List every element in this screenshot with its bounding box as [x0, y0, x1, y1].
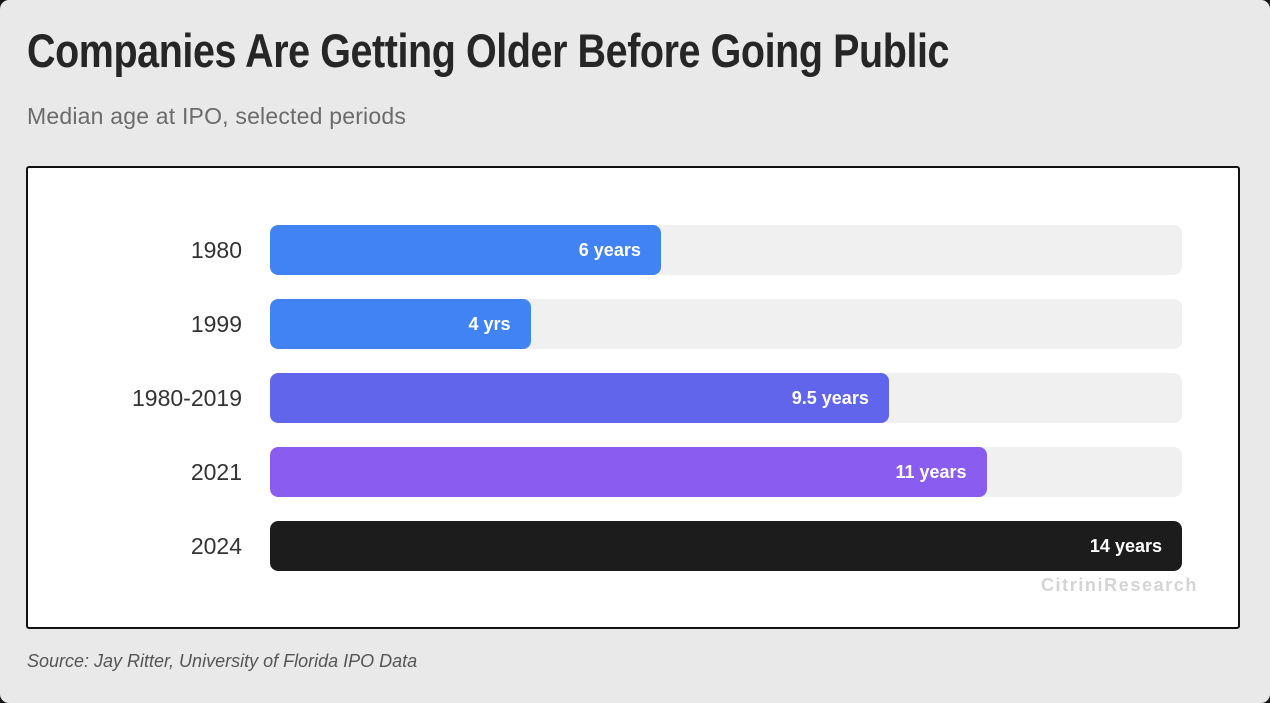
bar-track: 6 years: [270, 225, 1182, 276]
bar: 14 years: [270, 521, 1182, 572]
bar-value-label: 6 years: [578, 239, 641, 260]
chart-header: Companies Are Getting Older Before Going…: [0, 0, 1270, 130]
bar-value-label: 9.5 years: [791, 387, 869, 408]
bar-value-label: 11 years: [895, 461, 967, 482]
chart-row: 1980 6 years: [28, 225, 1182, 276]
plot-area-card: 1980 6 years 1999 4 yrs 1980-2019 9.5 ye…: [26, 166, 1240, 630]
chart-row: 1999 4 yrs: [28, 299, 1182, 350]
source-note: Source: Jay Ritter, University of Florid…: [27, 651, 418, 672]
bar-track: 9.5 years: [270, 373, 1182, 424]
bar-track: 4 yrs: [270, 299, 1182, 350]
bar: 9.5 years: [270, 373, 889, 424]
watermark: CitriniResearch: [1040, 575, 1198, 596]
category-label: 1980: [190, 236, 242, 263]
category-label: 1999: [190, 310, 242, 337]
bar: 11 years: [270, 447, 987, 498]
bar-rows: 1980 6 years 1999 4 yrs 1980-2019 9.5 ye…: [28, 225, 1182, 572]
chart-row: 1980-2019 9.5 years: [28, 373, 1182, 424]
bar-value-label: 14 years: [1089, 535, 1162, 556]
category-label: 2024: [190, 532, 242, 559]
bar-value-label: 4 yrs: [468, 313, 511, 334]
category-label: 2021: [190, 458, 242, 485]
category-label: 1980-2019: [132, 384, 242, 411]
bar: 4 yrs: [270, 299, 531, 350]
chart-subtitle: Median age at IPO, selected periods: [27, 103, 407, 130]
chart-row: 2024 14 years: [28, 521, 1182, 572]
bar-track: 14 years: [270, 521, 1182, 572]
bar: 6 years: [270, 225, 661, 276]
chart-row: 2021 11 years: [28, 447, 1182, 498]
chart-title: Companies Are Getting Older Before Going…: [27, 24, 950, 77]
bar-track: 11 years: [270, 447, 1182, 498]
